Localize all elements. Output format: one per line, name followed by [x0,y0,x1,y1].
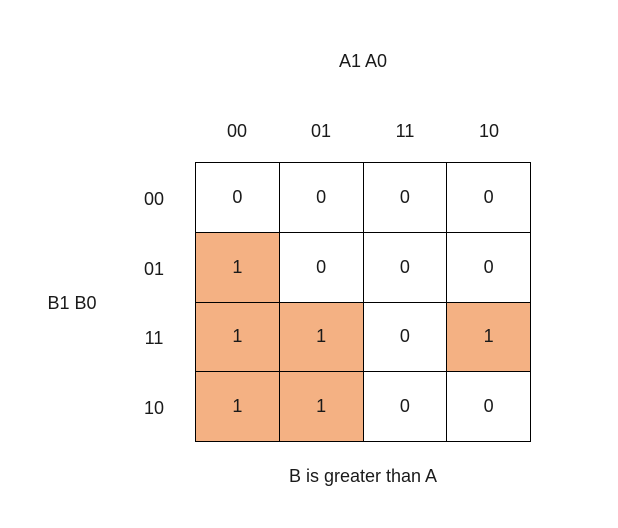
column-label-00: 00 [226,121,248,141]
kmap-cell: 1 [196,302,280,373]
column-label-11: 11 [395,121,415,141]
kmap-cell: 0 [279,163,364,233]
diagram-caption: B is greater than A [288,466,438,486]
top-variable-label: A1 A0 [338,51,388,71]
kmap-cell: 0 [196,163,280,233]
row-label-01: 01 [143,259,165,279]
row-label-11: 11 [144,328,164,348]
kmap-cell: 0 [363,302,448,373]
kmap-cell: 1 [196,372,280,442]
column-label-01: 01 [310,121,332,141]
kmap-cell: 0 [363,372,448,442]
column-label-10: 10 [478,121,500,141]
kmap-cell: 0 [279,232,364,303]
kmap-cell: 0 [363,232,448,303]
karnaugh-map-grid: 0 0 0 0 1 0 0 0 1 1 0 1 1 1 0 0 [195,162,531,442]
side-variable-label: B1 B0 [47,293,97,313]
kmap-cell: 0 [447,372,531,442]
row-label-00: 00 [143,189,165,209]
kmap-cell: 0 [363,163,448,233]
kmap-cell: 1 [196,232,280,303]
row-label-10: 10 [143,398,165,418]
kmap-cell: 1 [279,372,364,442]
kmap-cell: 1 [279,302,364,373]
kmap-cell: 0 [447,163,531,233]
kmap-cell: 1 [447,302,531,373]
kmap-cell: 0 [447,232,531,303]
